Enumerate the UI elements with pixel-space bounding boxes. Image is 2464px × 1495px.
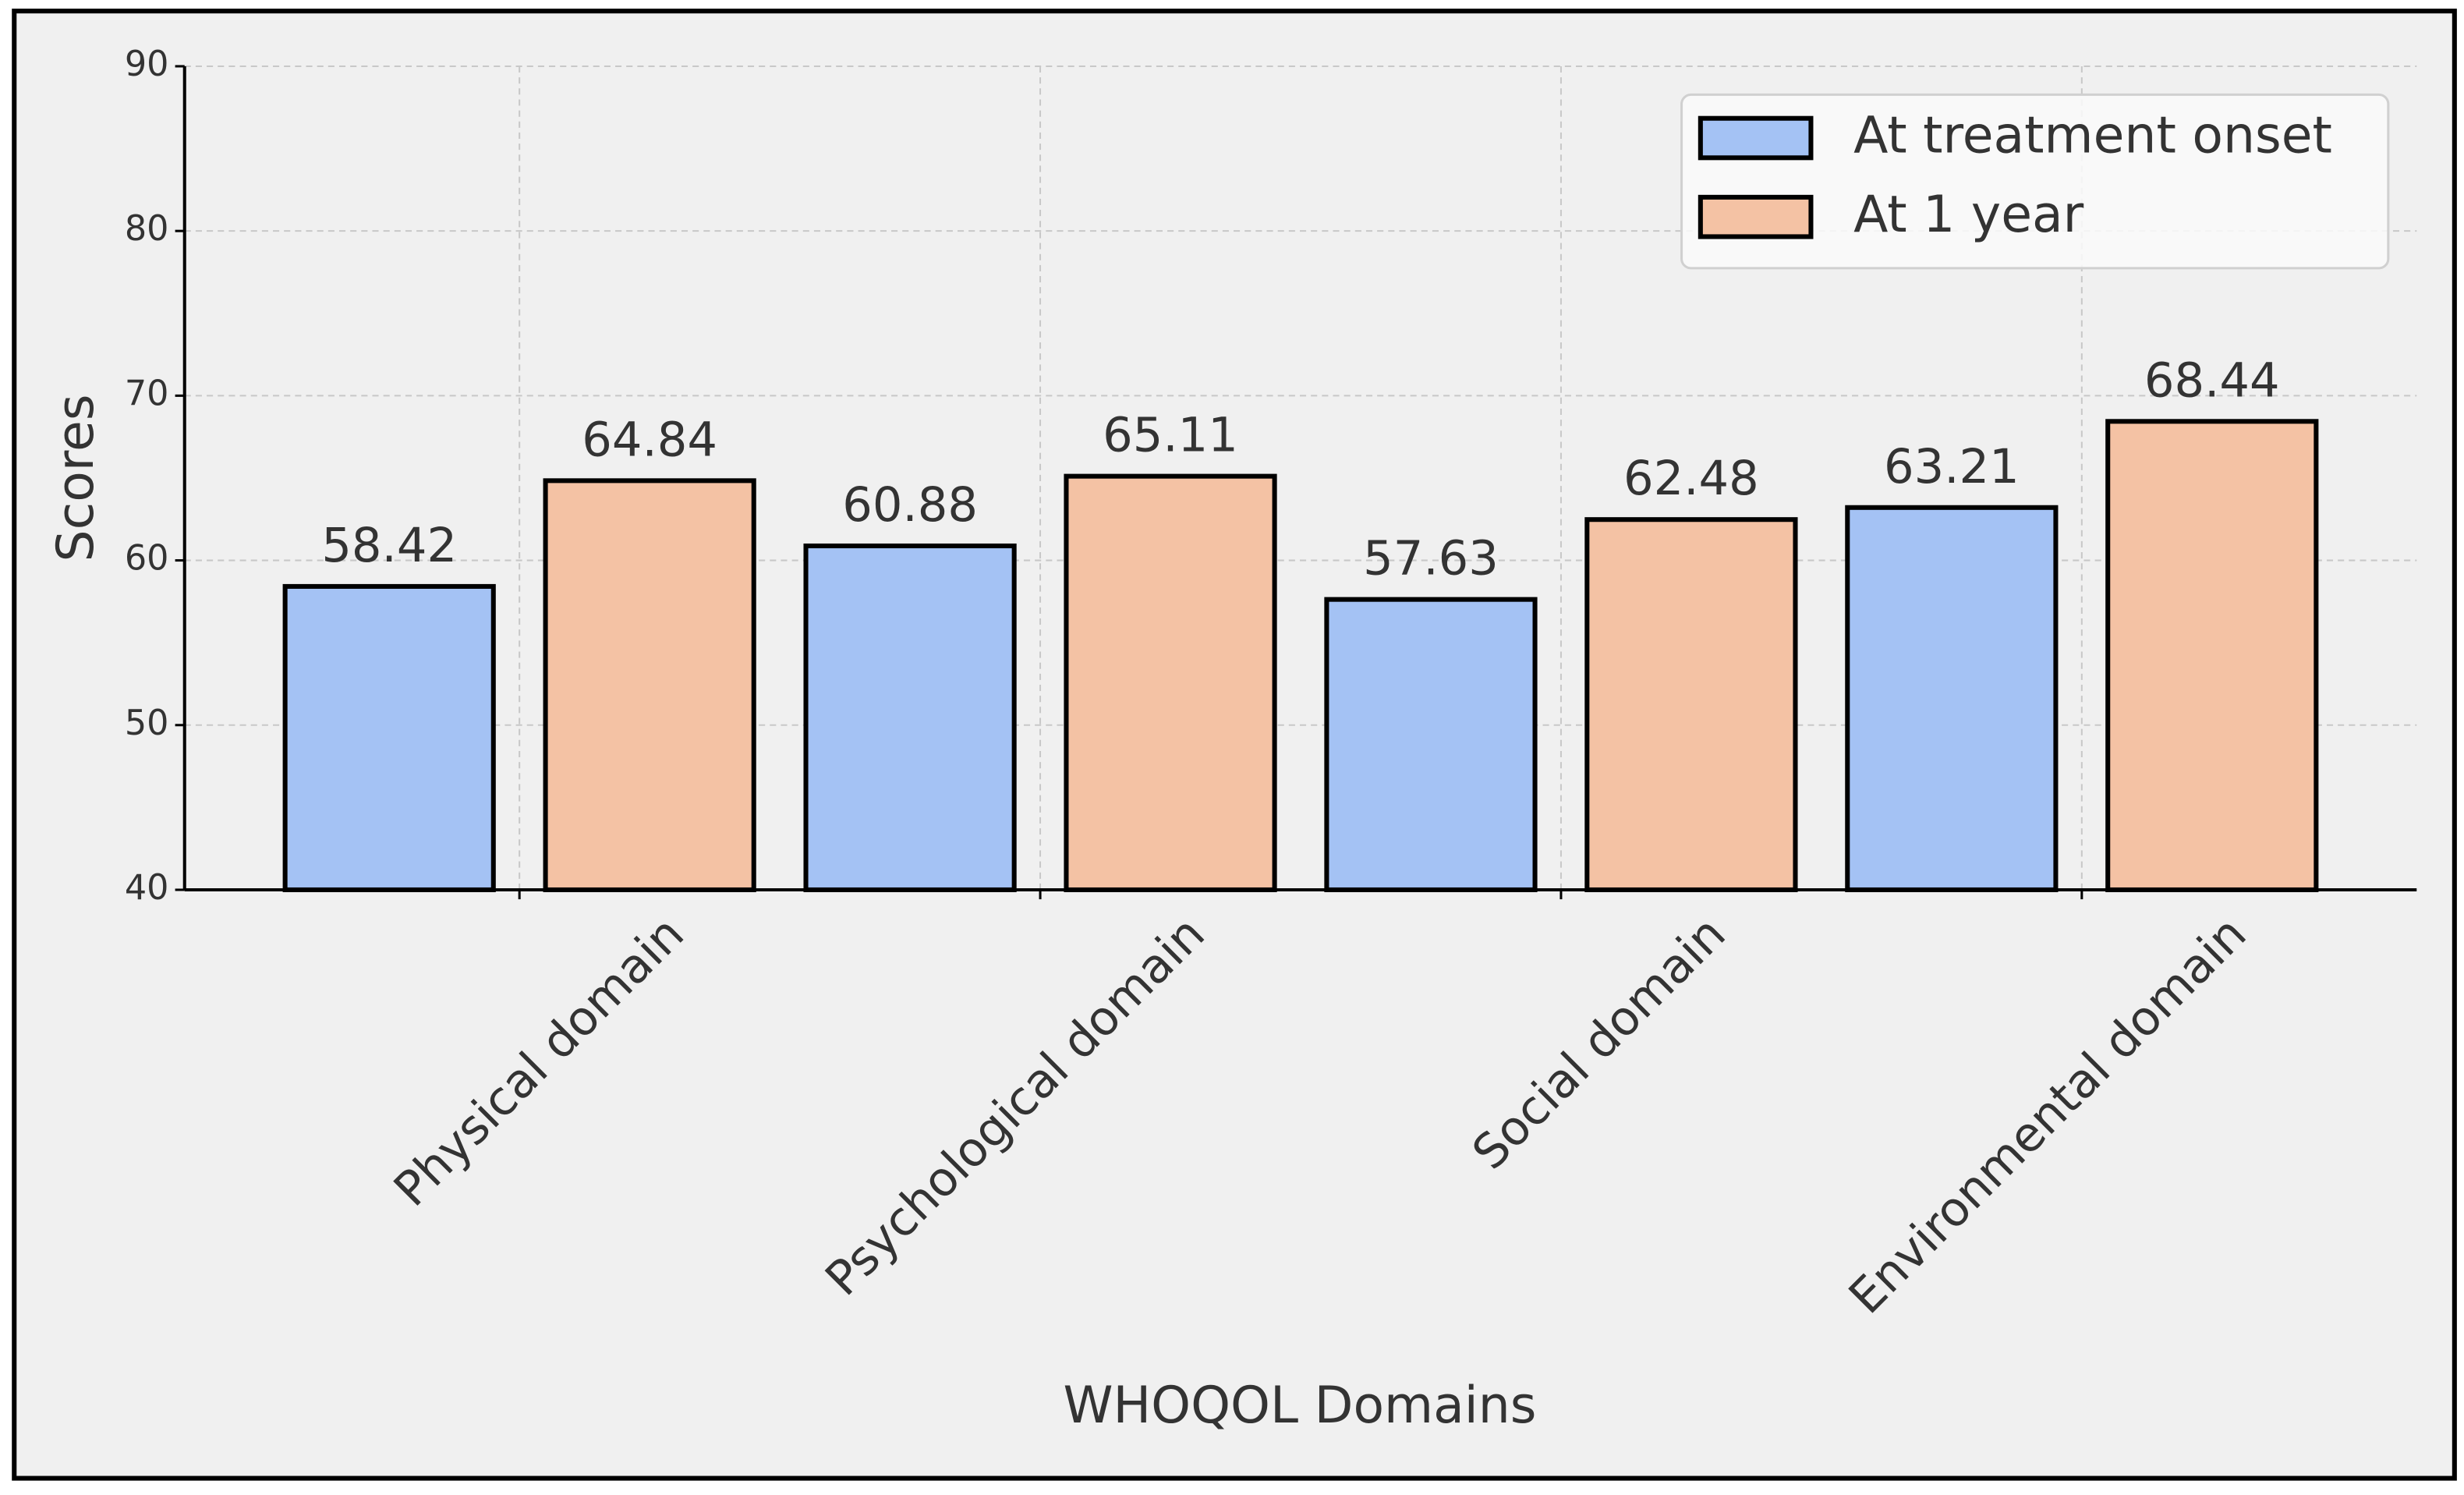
bar <box>803 543 1017 893</box>
y-tick-label: 40 <box>125 868 169 908</box>
y-tick-label: 80 <box>125 209 169 249</box>
y-tick-label: 90 <box>125 44 169 84</box>
value-label: 63.21 <box>1884 440 2020 494</box>
legend-box <box>1680 93 2390 270</box>
legend-label: At 1 year <box>1853 186 2084 244</box>
y-axis-label: Scores <box>47 394 105 562</box>
x-axis-label: WHOQOL Domains <box>1064 1376 1537 1435</box>
value-label: 58.42 <box>321 519 457 573</box>
legend-swatch <box>1698 115 1814 161</box>
bar <box>543 478 756 893</box>
bar <box>1845 505 2059 893</box>
legend-label: At treatment onset <box>1853 107 2332 165</box>
value-label: 65.11 <box>1103 409 1238 463</box>
y-tick-label: 50 <box>125 703 169 743</box>
value-label: 57.63 <box>1363 532 1499 586</box>
bar <box>282 583 496 893</box>
bar <box>2105 419 2319 893</box>
bar <box>1584 517 1798 893</box>
bar <box>1324 597 1538 893</box>
value-label: 62.48 <box>1623 452 1759 506</box>
y-tick-label: 60 <box>125 539 169 579</box>
y-tick-label: 70 <box>125 374 169 413</box>
value-label: 64.84 <box>582 413 717 467</box>
value-label: 68.44 <box>2144 353 2280 408</box>
value-label: 60.88 <box>842 478 978 533</box>
bar <box>1064 473 1277 893</box>
legend-swatch <box>1698 194 1814 239</box>
